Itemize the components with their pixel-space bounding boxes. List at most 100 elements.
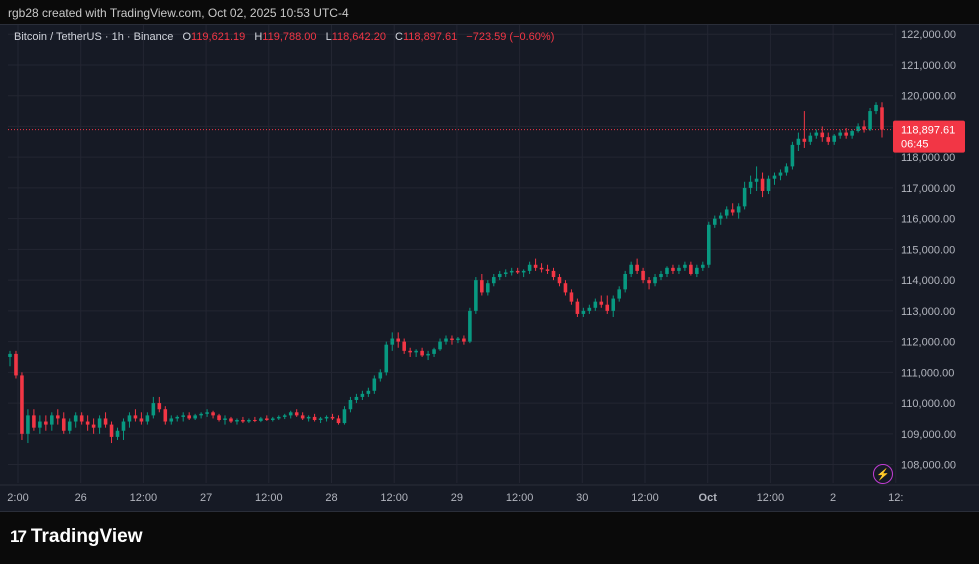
candle-body bbox=[50, 415, 54, 425]
candle-body bbox=[282, 415, 287, 417]
candle-body bbox=[259, 418, 263, 421]
price-tag bbox=[893, 120, 965, 153]
candle-body bbox=[551, 270, 556, 278]
candle-body bbox=[707, 224, 711, 265]
candle-body bbox=[205, 412, 209, 414]
candle-body bbox=[336, 418, 341, 424]
high-label: H bbox=[254, 31, 263, 43]
x-tick-label: 12:00 bbox=[255, 492, 283, 504]
candle-body bbox=[808, 135, 813, 142]
candle-body bbox=[366, 390, 371, 394]
candle-body bbox=[276, 416, 281, 419]
candle-body bbox=[294, 412, 299, 416]
candle-body bbox=[623, 273, 627, 290]
candle-body bbox=[647, 280, 651, 284]
candle-body bbox=[760, 178, 765, 191]
candle-body bbox=[109, 424, 114, 437]
candle-body bbox=[468, 310, 472, 342]
candle-body bbox=[515, 270, 520, 273]
x-tick-label: 26 bbox=[75, 492, 87, 504]
candle-body bbox=[300, 415, 305, 419]
x-tick-label: 12:00 bbox=[130, 492, 158, 504]
candle-body bbox=[772, 175, 777, 179]
candle-body bbox=[271, 418, 275, 420]
candle-body bbox=[408, 350, 412, 353]
y-tick-label: 111,000.00 bbox=[901, 367, 954, 379]
candle-body bbox=[545, 269, 550, 271]
chart-panel[interactable]: 108,000.00 109,000.00 110,000.00 111,000.00… bbox=[0, 24, 979, 512]
candle-body bbox=[689, 264, 693, 274]
candle-body bbox=[503, 272, 508, 274]
close-value: 118,897.61 bbox=[402, 31, 458, 43]
candle-body bbox=[575, 301, 580, 314]
x-tick-label: 12:00 bbox=[757, 492, 785, 504]
candle-body bbox=[420, 350, 424, 356]
candle-body bbox=[754, 178, 759, 182]
candle-body bbox=[874, 104, 878, 112]
candle-body bbox=[671, 267, 675, 271]
candle-body bbox=[569, 292, 574, 302]
high-value: 119,788.00 bbox=[262, 31, 317, 43]
candle-body bbox=[324, 416, 329, 419]
candle-body bbox=[318, 418, 323, 420]
close-label: C bbox=[395, 31, 403, 43]
candle-body bbox=[539, 267, 544, 270]
candle-body bbox=[826, 137, 831, 142]
candle-body bbox=[402, 341, 406, 351]
candle-body bbox=[563, 283, 568, 293]
candle-body bbox=[814, 132, 819, 136]
symbol-label: Bitcoin / TetherUS · 1h · Binance bbox=[14, 31, 174, 43]
candle-body bbox=[91, 424, 96, 428]
candle-body bbox=[527, 264, 532, 271]
candle-body bbox=[396, 338, 401, 342]
candle-body bbox=[372, 378, 377, 391]
candle-body bbox=[378, 372, 383, 379]
candle-body bbox=[193, 415, 197, 419]
x-tick-label: 30 bbox=[576, 492, 588, 504]
candle-body bbox=[157, 403, 162, 410]
candle-body bbox=[265, 418, 269, 420]
x-tick-label: 12:00 bbox=[380, 492, 408, 504]
candle-body bbox=[635, 264, 639, 271]
tradingview-wordmark: TradingView bbox=[30, 526, 143, 547]
lightning-icon[interactable]: ⚡ bbox=[873, 464, 893, 484]
candle-body bbox=[617, 289, 621, 299]
candle-body bbox=[766, 178, 771, 191]
candle-body bbox=[718, 215, 723, 219]
candle-body bbox=[730, 209, 735, 213]
candle-body bbox=[838, 132, 842, 136]
y-tick-label: 108,000.00 bbox=[901, 460, 956, 472]
candle-body bbox=[55, 415, 60, 419]
candle-body bbox=[14, 353, 18, 376]
candle-body bbox=[432, 349, 436, 354]
candle-body bbox=[480, 280, 484, 293]
candle-body bbox=[593, 301, 598, 308]
y-tick-label: 116,000.00 bbox=[901, 214, 955, 226]
candle-body bbox=[832, 135, 837, 142]
y-tick-label: 110,000.00 bbox=[901, 398, 955, 410]
candlestick-chart[interactable]: 108,000.00 109,000.00 110,000.00 111,000.00… bbox=[0, 25, 979, 511]
candle-body bbox=[211, 412, 215, 416]
candle-body bbox=[659, 273, 663, 278]
y-tick-label: 114,000.00 bbox=[901, 275, 955, 287]
y-tick-label: 122,000.00 bbox=[901, 29, 956, 41]
candle-body bbox=[736, 206, 741, 213]
x-tick-label: Oct bbox=[699, 492, 718, 504]
candle-body bbox=[354, 396, 359, 401]
candle-body bbox=[677, 267, 681, 271]
candle-body bbox=[462, 338, 466, 342]
candle-body bbox=[253, 419, 257, 421]
candle-body bbox=[456, 338, 460, 341]
x-tick-label: 29 bbox=[451, 492, 463, 504]
candle-body bbox=[73, 415, 78, 422]
candle-body bbox=[175, 416, 180, 419]
candle-body bbox=[426, 353, 430, 356]
candle-body bbox=[229, 418, 233, 422]
candle-body bbox=[115, 430, 120, 437]
candle-body bbox=[199, 413, 203, 416]
candle-body bbox=[306, 416, 311, 419]
candle-body bbox=[223, 418, 227, 420]
candle-body bbox=[533, 264, 538, 268]
tradingview-logo: 17 TradingView bbox=[10, 526, 143, 548]
candle-body bbox=[342, 409, 347, 424]
